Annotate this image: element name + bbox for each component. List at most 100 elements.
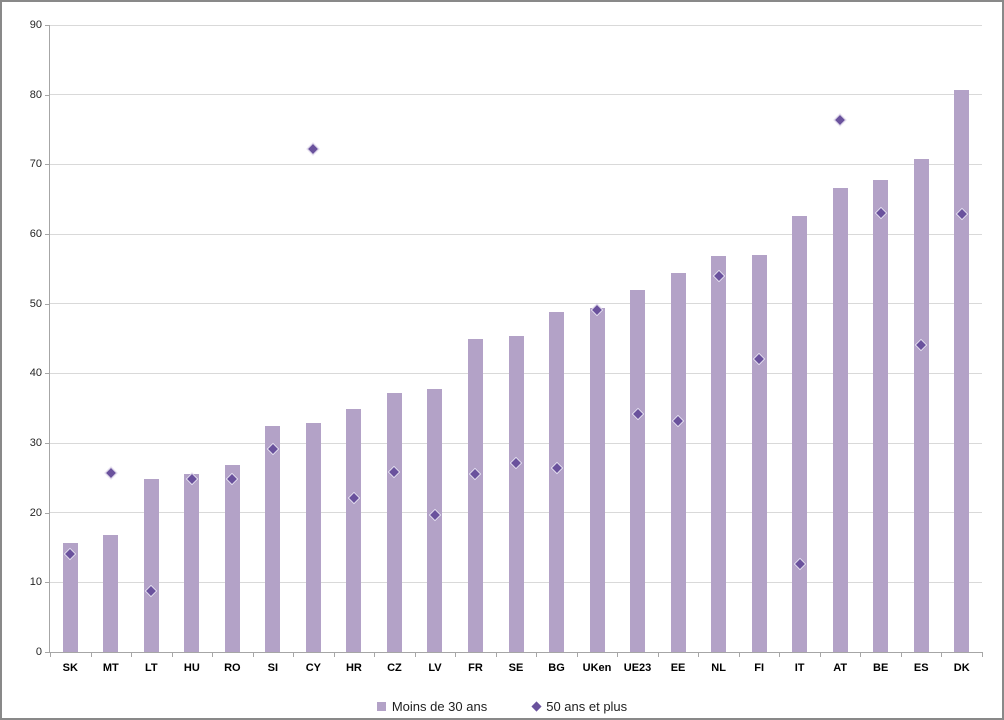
x-tick-3 [172,653,173,657]
legend-item-50-ans-et-plus: 50 ans et plus [531,698,628,714]
y-tick-label-30: 30 [29,437,42,449]
y-tick-label-80: 80 [29,88,42,101]
gridline-80 [50,94,982,96]
marker-CY [307,142,320,156]
x-label-HU: HU [183,662,200,674]
bar-UE23 [630,289,646,652]
marker-AT [833,114,847,127]
y-tick-70 [45,164,50,166]
x-tick-8 [374,653,375,657]
gridline-60 [50,233,982,235]
bar-SE [508,336,524,652]
legend-label: 50 ans et plus [546,698,628,714]
x-tick-9 [415,653,416,657]
bar-ES [913,159,929,652]
y-tick-80 [45,94,50,96]
bar-MT [103,534,119,652]
diamond-icon [531,701,542,711]
y-tick-0 [45,652,50,653]
x-label-CZ: CZ [387,662,402,674]
x-tick-18 [779,653,780,657]
bar-NL [711,256,727,652]
bar-CZ [386,392,402,652]
x-label-BG: BG [548,662,565,674]
legend-item-moins-de-30-ans: Moins de 30 ans [376,698,488,714]
x-tick-10 [455,653,456,657]
x-axis-labels: SK MT LT HU RO SI CY HR CZ LV FR SE BG UKen UE23 EE NL FI… [50,661,982,677]
y-axis-line [49,25,50,653]
bar-FI [751,254,767,652]
x-label-RO: RO [224,662,241,674]
x-label-AT: AT [833,662,848,674]
x-label-CY: CY [305,662,322,674]
x-tick-13 [577,653,578,657]
bar-IT [792,215,808,652]
y-tick-label-50: 50 [29,297,42,310]
x-tick-2 [131,653,132,657]
bar-FR [467,339,483,652]
y-tick-40 [45,373,50,375]
x-label-UKen: UKen [582,662,612,674]
bar-RO [224,464,240,652]
y-tick-label-0: 0 [35,646,42,658]
x-tick-21 [901,653,902,657]
x-label-ES: ES [913,662,929,674]
x-label-DK: DK [953,662,970,674]
x-tick-11 [496,653,497,657]
bar-BE [873,180,889,652]
y-tick-30 [45,443,50,444]
plot-area [50,24,982,652]
bar-HR [346,408,362,652]
x-tick-6 [293,653,294,657]
x-axis-line [50,652,983,653]
x-label-LV: LV [428,662,442,674]
bar-EE [670,273,686,652]
legend-label: Moins de 30 ans [391,698,488,714]
x-label-HR: HR [345,662,362,674]
x-tick-17 [739,653,740,657]
x-tick-7 [334,653,335,657]
x-label-FI: FI [754,662,764,674]
y-tick-60 [45,234,50,235]
x-tick-5 [253,653,254,657]
bar-DK [954,90,970,652]
y-tick-label-60: 60 [29,228,42,240]
y-tick-20 [45,512,50,514]
x-label-SE: SE [508,662,524,674]
bar-SK [62,542,78,652]
bar-CY [305,422,321,652]
x-label-SK: SK [62,662,78,674]
x-label-IT: IT [794,662,805,674]
x-tick-12 [536,653,537,657]
y-tick-50 [45,303,50,305]
x-label-NL: NL [711,662,726,674]
y-tick-label-10: 10 [29,576,42,589]
x-tick-20 [860,653,861,657]
x-tick-16 [698,653,699,657]
x-label-UE23: UE23 [623,662,652,674]
bar-AT [832,188,848,652]
gridline-50 [50,303,982,305]
bar-UKen [589,307,605,652]
y-tick-10 [45,582,50,584]
x-label-SI: SI [267,662,279,674]
x-tick-19 [820,653,821,657]
y-tick-label-40: 40 [29,367,42,380]
y-tick-label-20: 20 [29,506,42,519]
x-tick-14 [617,653,618,657]
y-tick-label-90: 90 [29,19,42,31]
x-label-EE: EE [670,662,686,674]
x-label-FR: FR [468,662,483,674]
bar-LT [143,478,159,652]
x-tick-4 [212,653,213,657]
gridline-90 [50,24,982,26]
x-tick-0 [50,653,51,657]
gridline-70 [50,163,982,165]
x-tick-23 [982,653,983,657]
bar-BG [549,312,565,652]
x-tick-15 [658,653,659,657]
x-tick-1 [91,653,92,657]
y-tick-90 [45,25,50,26]
bar-HU [184,474,200,652]
